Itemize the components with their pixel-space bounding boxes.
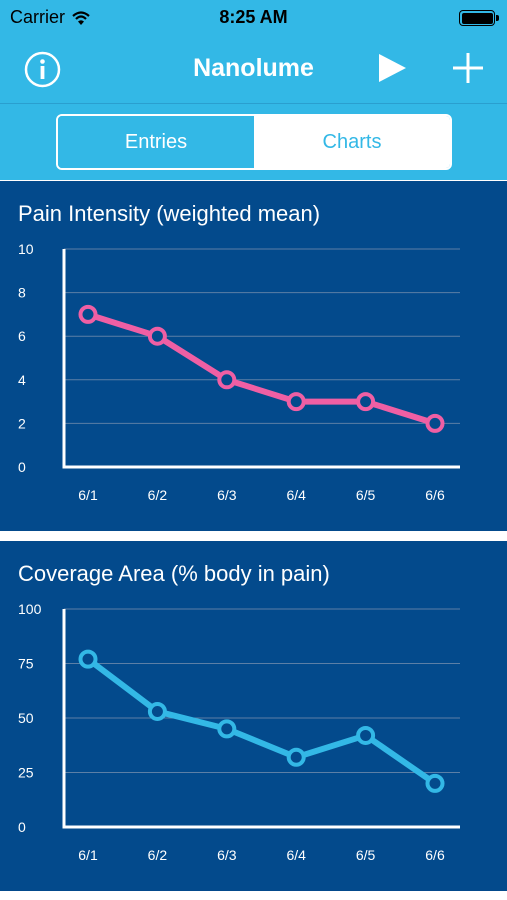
pain-x-tick-label: 6/1 (78, 487, 98, 503)
pain-data-point[interactable] (78, 304, 98, 324)
coverage-y-tick-label: 100 (18, 601, 42, 617)
carrier-label: Carrier (10, 7, 66, 27)
coverage-x-tick-label: 6/5 (356, 847, 376, 863)
coverage-data-point[interactable] (286, 747, 306, 767)
coverage-data-point[interactable] (147, 701, 167, 721)
coverage-y-tick-label: 0 (18, 819, 26, 835)
plus-icon[interactable] (450, 50, 486, 86)
pain-data-point[interactable] (217, 370, 237, 390)
pain-y-tick-label: 4 (18, 372, 26, 388)
tab-charts[interactable]: Charts (254, 116, 450, 168)
pain-intensity-chart-panel: Pain Intensity (weighted mean) 0 2 4 6 8 10 6/… (0, 181, 507, 531)
play-icon[interactable] (376, 52, 408, 84)
coverage-x-tick-label: 6/2 (148, 847, 168, 863)
segment-bar: Entries Charts (0, 104, 507, 180)
coverage-x-tick-label: 6/1 (78, 847, 98, 863)
status-bar: Carrier 8:25 AM (0, 0, 507, 34)
pain-x-tick-label: 6/4 (286, 487, 306, 503)
coverage-series-line (85, 656, 438, 787)
view-segmented-control: Entries Charts (56, 114, 452, 170)
pain-data-point[interactable] (147, 326, 167, 346)
coverage-data-point[interactable] (78, 649, 98, 669)
pain-data-point[interactable] (286, 392, 306, 412)
pain-x-tick-label: 6/6 (425, 487, 445, 503)
coverage-data-point[interactable] (356, 725, 376, 745)
coverage-area-chart-panel: Coverage Area (% body in pain) 0 25 50 75 10… (0, 541, 507, 891)
pain-axes (62, 249, 460, 469)
coverage-y-tick-label: 25 (18, 765, 34, 781)
pain-chart-title: Pain Intensity (weighted mean) (18, 201, 321, 226)
pain-intensity-chart: 0 2 4 6 8 10 6/1 6/2 6/3 6/4 6/5 6/6 (18, 241, 460, 503)
chart-divider (0, 531, 507, 541)
pain-y-tick-label: 2 (18, 415, 26, 431)
info-icon[interactable] (24, 51, 61, 88)
nav-bar: Nanolume (0, 34, 507, 104)
coverage-chart-title: Coverage Area (% body in pain) (18, 561, 330, 586)
carrier-indicator: Carrier (10, 7, 91, 28)
coverage-x-tick-label: 6/6 (425, 847, 445, 863)
clock: 8:25 AM (219, 7, 288, 27)
pain-x-tick-label: 6/2 (148, 487, 168, 503)
coverage-data-point[interactable] (425, 773, 445, 793)
wifi-icon (72, 10, 90, 25)
pain-y-tick-label: 10 (18, 241, 34, 257)
coverage-axes (62, 609, 460, 829)
pain-data-point[interactable] (425, 413, 445, 433)
coverage-x-tick-label: 6/4 (286, 847, 306, 863)
pain-x-tick-label: 6/3 (217, 487, 237, 503)
coverage-data-point[interactable] (217, 719, 237, 739)
coverage-x-tick-label: 6/3 (217, 847, 237, 863)
pain-x-tick-label: 6/5 (356, 487, 376, 503)
pain-data-point[interactable] (356, 392, 376, 412)
pain-y-tick-label: 6 (18, 328, 26, 344)
battery-icon (459, 10, 499, 26)
coverage-area-chart: 0 25 50 75 100 6/1 6/2 6/3 6/4 6/5 6/6 (18, 601, 460, 863)
pain-y-tick-label: 8 (18, 285, 26, 301)
coverage-y-tick-label: 50 (18, 710, 34, 726)
pain-series-line (85, 311, 438, 427)
tab-entries[interactable]: Entries (58, 116, 254, 168)
app-title: Nanolume (193, 54, 314, 82)
coverage-y-tick-label: 75 (18, 656, 34, 672)
pain-y-tick-label: 0 (18, 459, 26, 475)
